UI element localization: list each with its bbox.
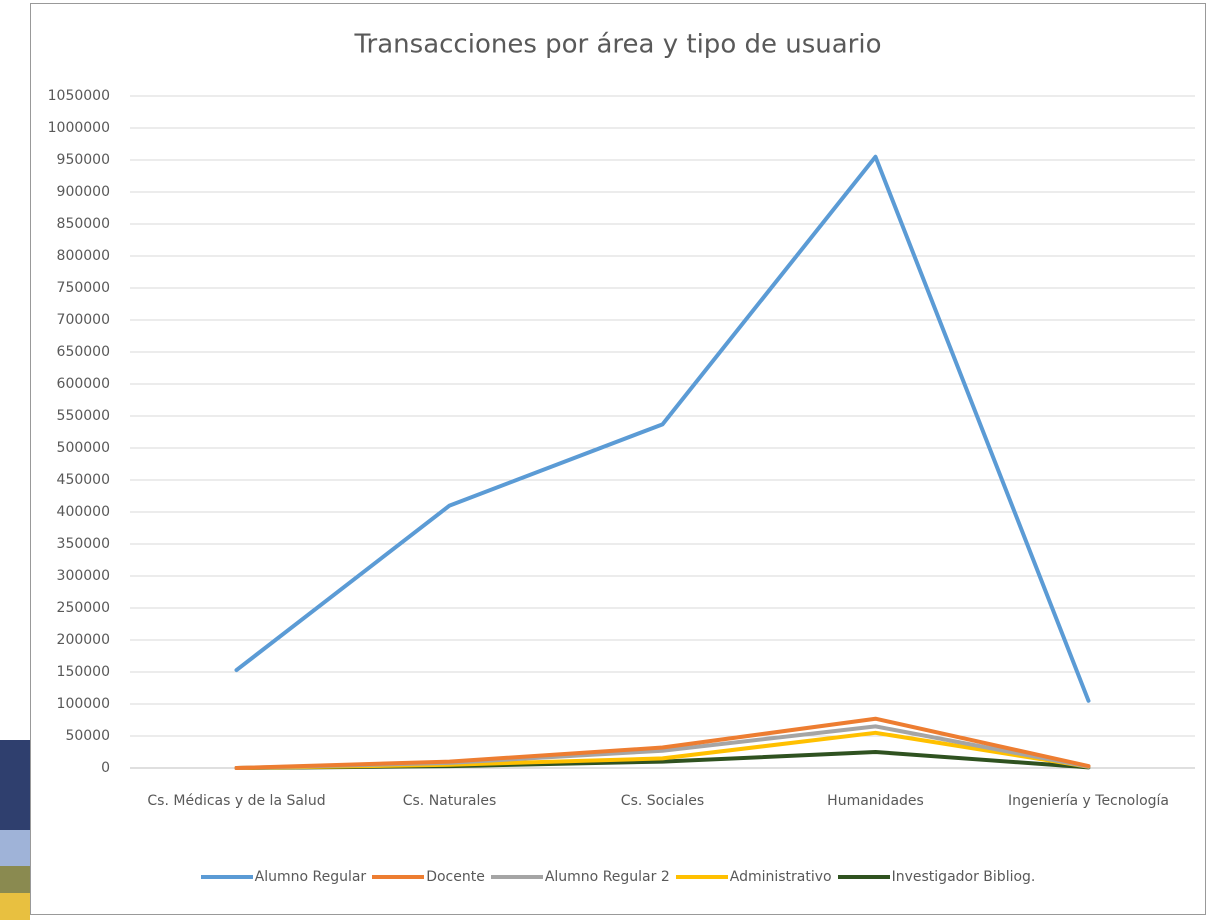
y-tick-label: 200000 xyxy=(57,632,110,648)
y-tick-label: 400000 xyxy=(57,504,110,520)
y-tick-label: 500000 xyxy=(57,440,110,456)
y-tick-label: 1050000 xyxy=(48,88,110,104)
y-tick-label: 150000 xyxy=(57,664,110,680)
legend-swatch xyxy=(200,875,253,879)
legend-swatch xyxy=(837,875,890,879)
chart-frame xyxy=(30,3,1206,915)
x-tick-label: Humanidades xyxy=(827,793,924,809)
y-tick-label: 1000000 xyxy=(48,120,110,136)
x-tick-label: Cs. Naturales xyxy=(402,793,497,809)
legend: Alumno Regular Docente Alumno Regular 2 Adm… xyxy=(30,869,1206,885)
y-tick-label: 900000 xyxy=(57,184,110,200)
legend-label: Investigador Bibliog. xyxy=(891,869,1036,885)
series-line xyxy=(234,154,1091,703)
y-tick-label: 600000 xyxy=(57,376,110,392)
legend-item: Alumno Regular 2 xyxy=(490,869,670,885)
x-tick-label: Cs. Sociales xyxy=(620,793,705,809)
y-tick-label: 700000 xyxy=(57,312,110,328)
series-line xyxy=(234,716,1091,770)
y-tick-label: 750000 xyxy=(57,280,110,296)
x-tick-label: Cs. Médicas y de la Salud xyxy=(147,793,326,809)
y-tick-label: 100000 xyxy=(57,696,110,712)
legend-item: Investigador Bibliog. xyxy=(837,869,1036,885)
left-strip xyxy=(0,740,30,920)
y-tick-label: 450000 xyxy=(57,472,110,488)
legend-item: Alumno Regular xyxy=(200,869,367,885)
y-tick-label: 0 xyxy=(101,760,110,776)
legend-label: Docente xyxy=(426,869,485,885)
y-tick-label: 50000 xyxy=(65,728,110,744)
y-tick-label: 350000 xyxy=(57,536,110,552)
x-tick-label: Ingeniería y Tecnología xyxy=(1007,793,1170,809)
legend-swatch xyxy=(490,875,543,879)
y-tick-label: 950000 xyxy=(57,152,110,168)
y-tick-label: 300000 xyxy=(57,568,110,584)
legend-label: Alumno Regular 2 xyxy=(544,869,670,885)
y-tick-label: 650000 xyxy=(57,344,110,360)
y-tick-label: 250000 xyxy=(57,600,110,616)
legend-label: Alumno Regular xyxy=(254,869,367,885)
legend-item: Docente xyxy=(372,869,485,885)
legend-item: Administrativo xyxy=(675,869,832,885)
legend-swatch xyxy=(372,875,425,879)
legend-swatch xyxy=(675,875,728,879)
y-tick-label: 850000 xyxy=(57,216,110,232)
legend-label: Administrativo xyxy=(729,869,832,885)
chart-title: Transacciones por área y tipo de usuario xyxy=(353,30,881,60)
y-tick-label: 550000 xyxy=(57,408,110,424)
y-tick-label: 800000 xyxy=(57,248,110,264)
